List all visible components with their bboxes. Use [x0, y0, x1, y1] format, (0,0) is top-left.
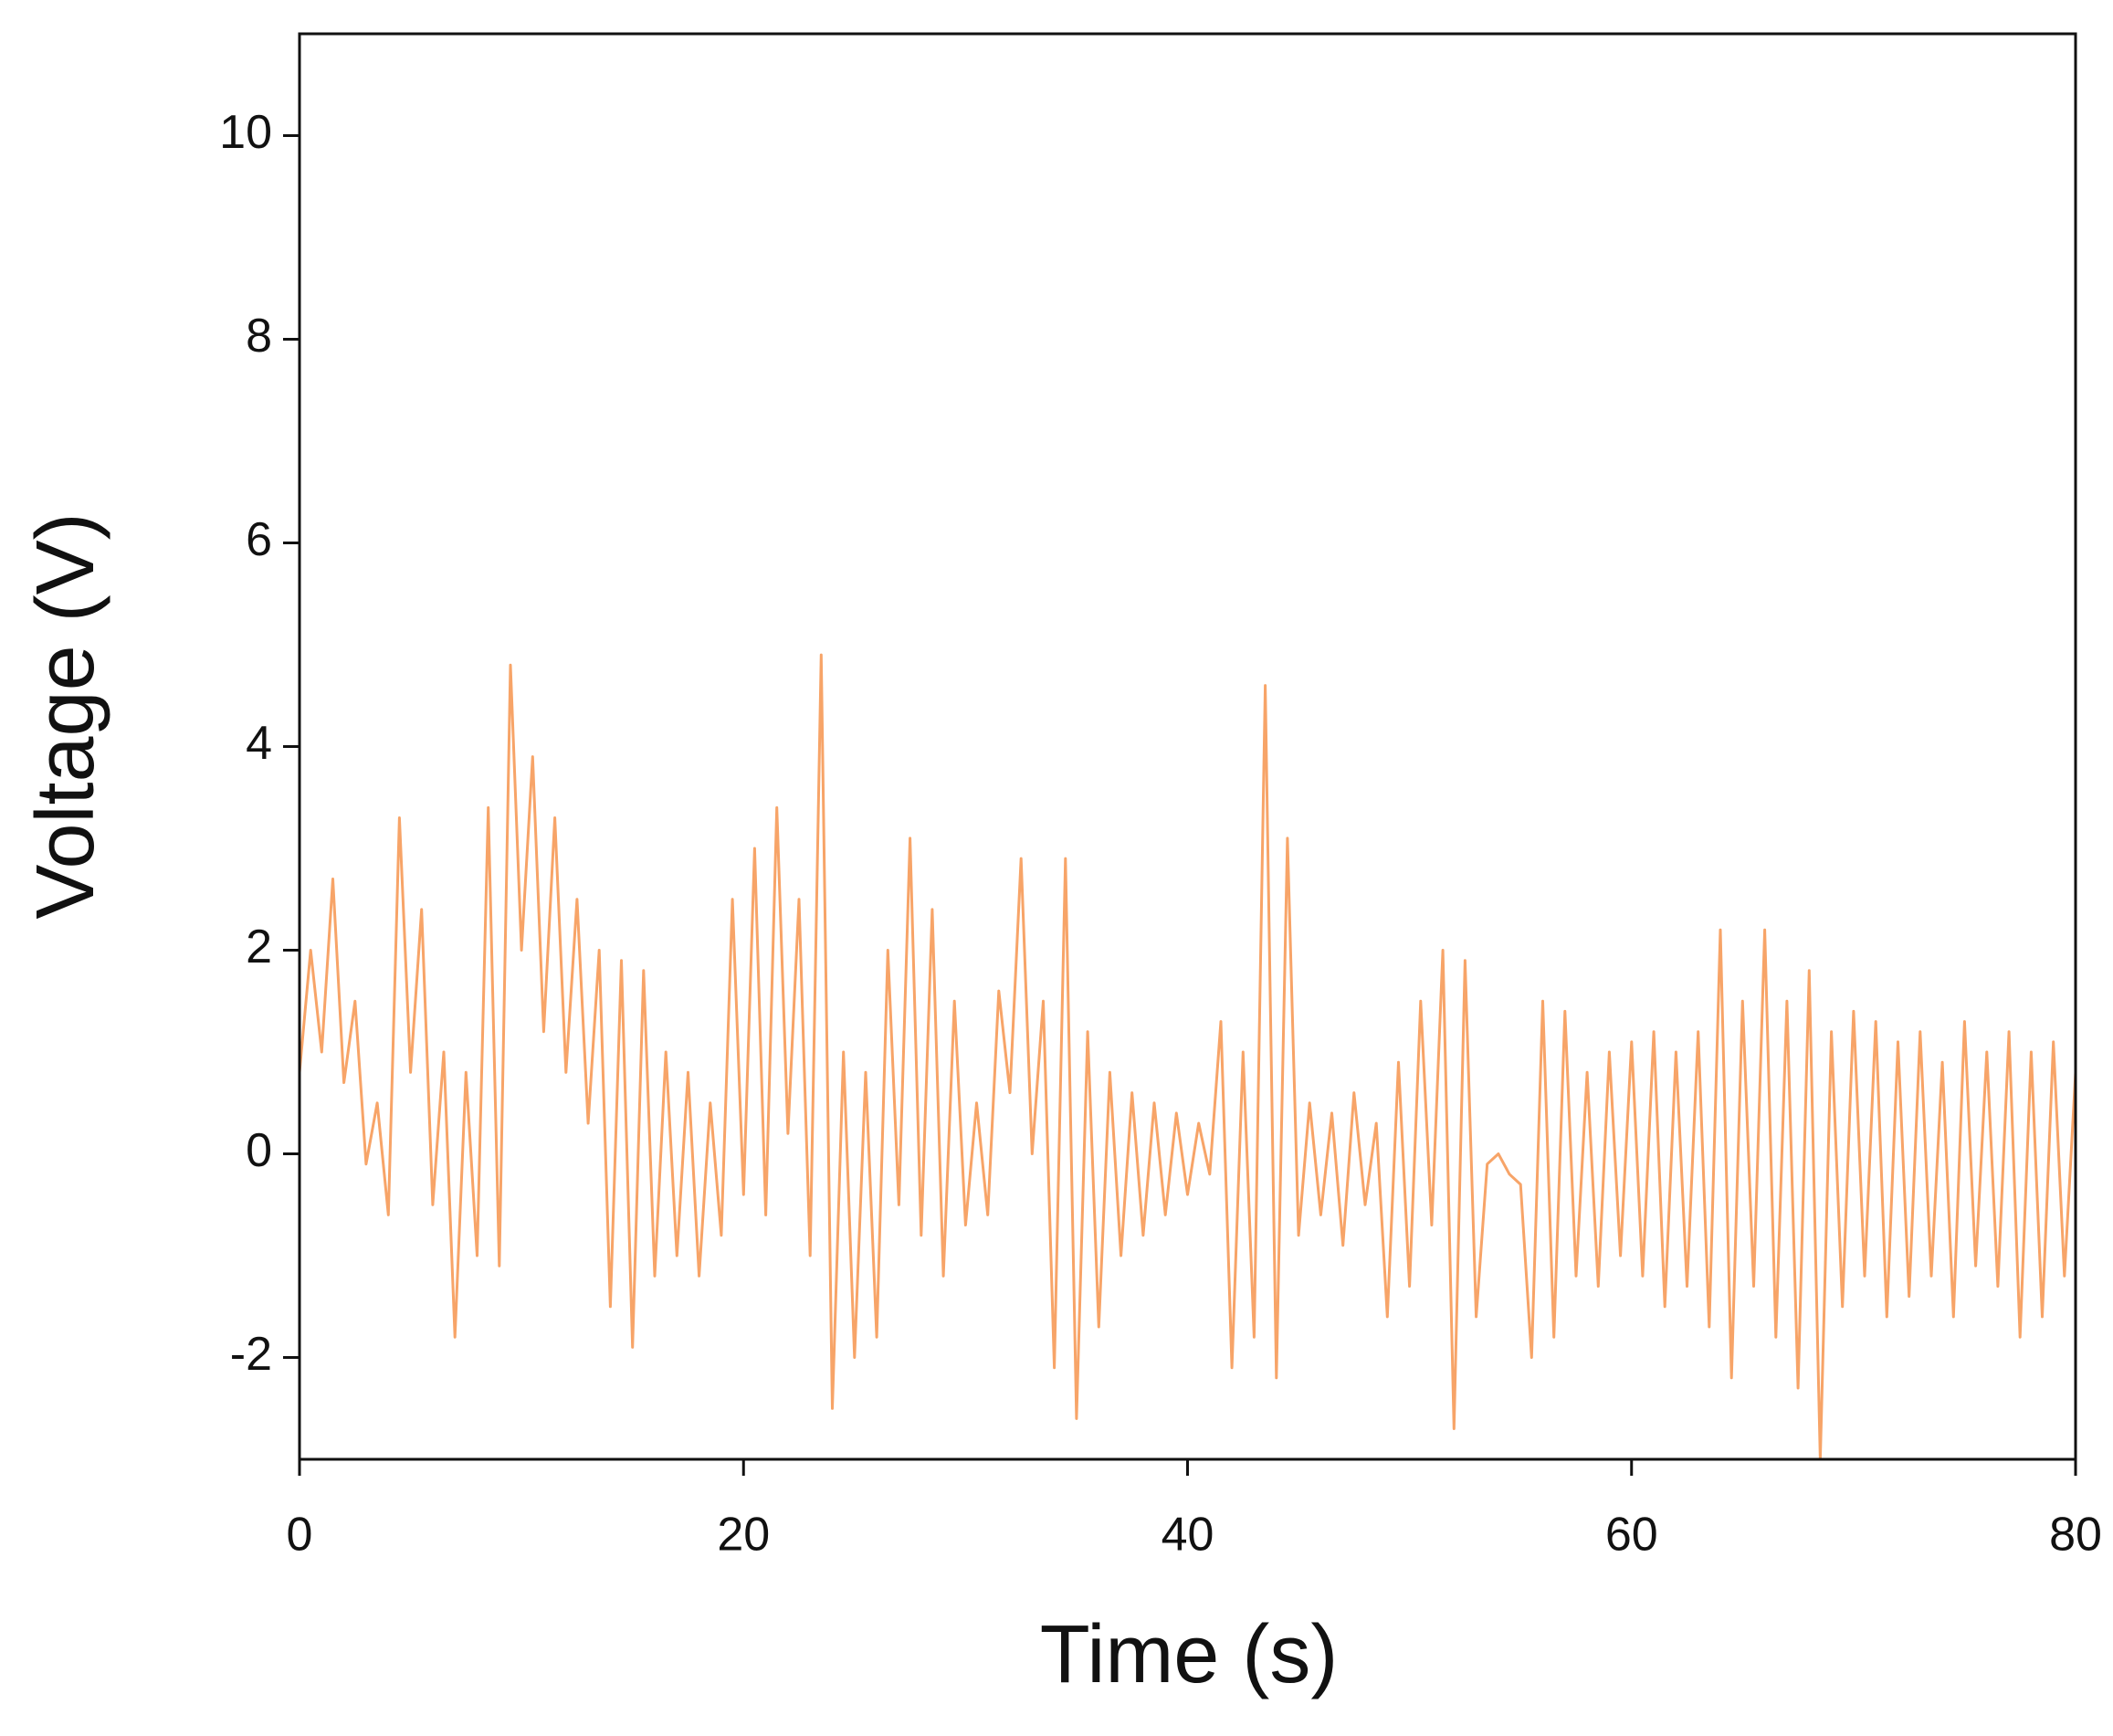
data-line	[298, 653, 2077, 1461]
x-axis-title: Time (s)	[1040, 1609, 1339, 1700]
y-tick-label: 8	[246, 310, 272, 363]
x-tick-label: 0	[287, 1509, 313, 1562]
y-tick-label: 0	[246, 1124, 272, 1177]
x-tick-label: 40	[1162, 1509, 1214, 1562]
y-tick-label: 6	[246, 513, 272, 566]
x-tick-label: 60	[1605, 1509, 1658, 1562]
y-tick-label: 2	[246, 921, 272, 973]
x-tick-label: 20	[717, 1509, 770, 1562]
y-tick-label: -2	[230, 1328, 272, 1381]
y-tick-label: 10	[219, 106, 272, 159]
x-tick-label: 80	[2049, 1509, 2102, 1562]
y-axis-title: Voltage (V)	[20, 512, 111, 919]
plot-frame	[298, 32, 2077, 1461]
y-tick-label: 4	[246, 717, 272, 770]
